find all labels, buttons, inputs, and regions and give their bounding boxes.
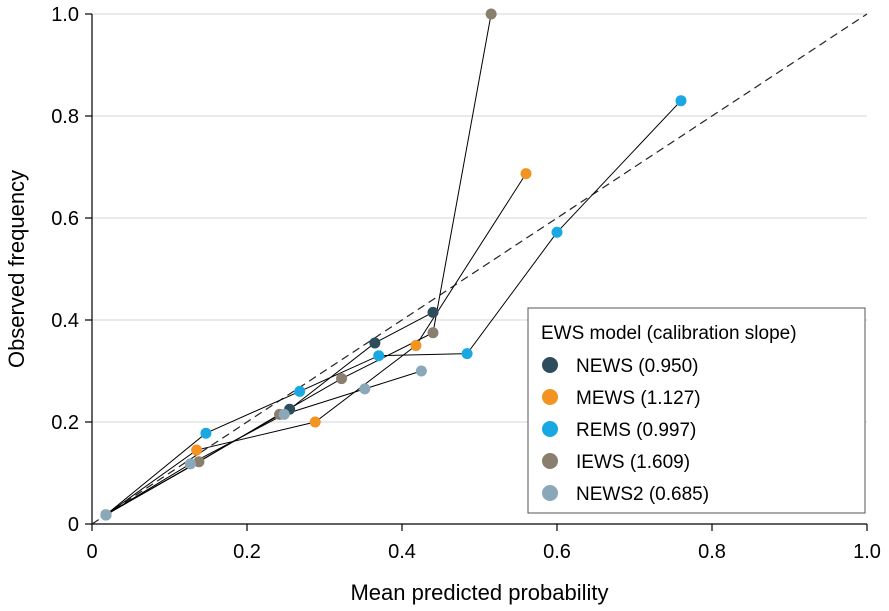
legend-label: REMS (0.997) [576,420,696,441]
x-tick-label: 0.2 [233,541,261,563]
y-tick-label: 0.2 [51,412,79,434]
data-point [336,373,348,385]
y-axis-title: Observed frequency [4,170,29,368]
y-tick-label: 1.0 [51,4,79,26]
data-point [200,427,212,439]
x-tick-label: 0 [86,541,97,563]
series-group [100,8,687,521]
legend-marker [542,421,558,437]
y-tick-label: 0 [68,514,79,536]
series-line [105,311,434,516]
data-point [184,458,196,470]
legend-label: NEWS (0.950) [576,356,698,377]
data-point [461,348,473,360]
data-point [410,340,422,351]
legend-marker [542,357,558,373]
legend-marker [542,485,558,501]
data-point [369,337,381,349]
data-point [675,95,687,107]
y-tick-label: 0.8 [51,106,79,128]
data-point [551,226,563,238]
legend-items: NEWS (0.950) MEWS (1.127) REMS (0.997) IEWS… [542,356,709,505]
data-point [193,456,205,468]
data-point [415,365,427,377]
series-line [105,370,422,516]
legend-label: MEWS (1.127) [576,388,701,409]
legend-marker [542,389,558,405]
data-point [309,416,321,428]
perfect-calibration-line [91,13,868,525]
x-tick-label: 0.8 [698,541,726,563]
x-tick-label: 0.4 [388,541,416,563]
legend-title: EWS model (calibration slope) [541,323,797,344]
legend-label: IEWS (1.609) [576,452,690,473]
data-point [294,385,306,397]
legend: EWS model (calibration slope) NEWS (0.95… [527,307,866,514]
legend-label: NEWS2 (0.685) [576,484,709,505]
legend-marker [542,453,558,469]
y-tick-label: 0.6 [51,208,79,230]
data-point [427,327,439,339]
data-point [373,350,385,362]
y-tick-label: 0.4 [51,310,79,332]
x-tick-label: 0.6 [543,541,571,563]
data-point [427,306,439,318]
legend-box [527,307,866,514]
data-point [520,168,532,180]
data-point [100,509,112,521]
data-point [485,8,497,20]
axis-ticks: 0 0.2 0.4 0.6 0.8 1.0 0 0.2 0.4 0.6 0.8 1.0 [51,4,881,563]
data-point [191,444,203,456]
series-line [105,13,492,516]
data-point [278,408,290,420]
x-tick-label: 1.0 [853,541,881,563]
data-point [359,383,371,395]
x-axis-title: Mean predicted probability [350,580,608,605]
